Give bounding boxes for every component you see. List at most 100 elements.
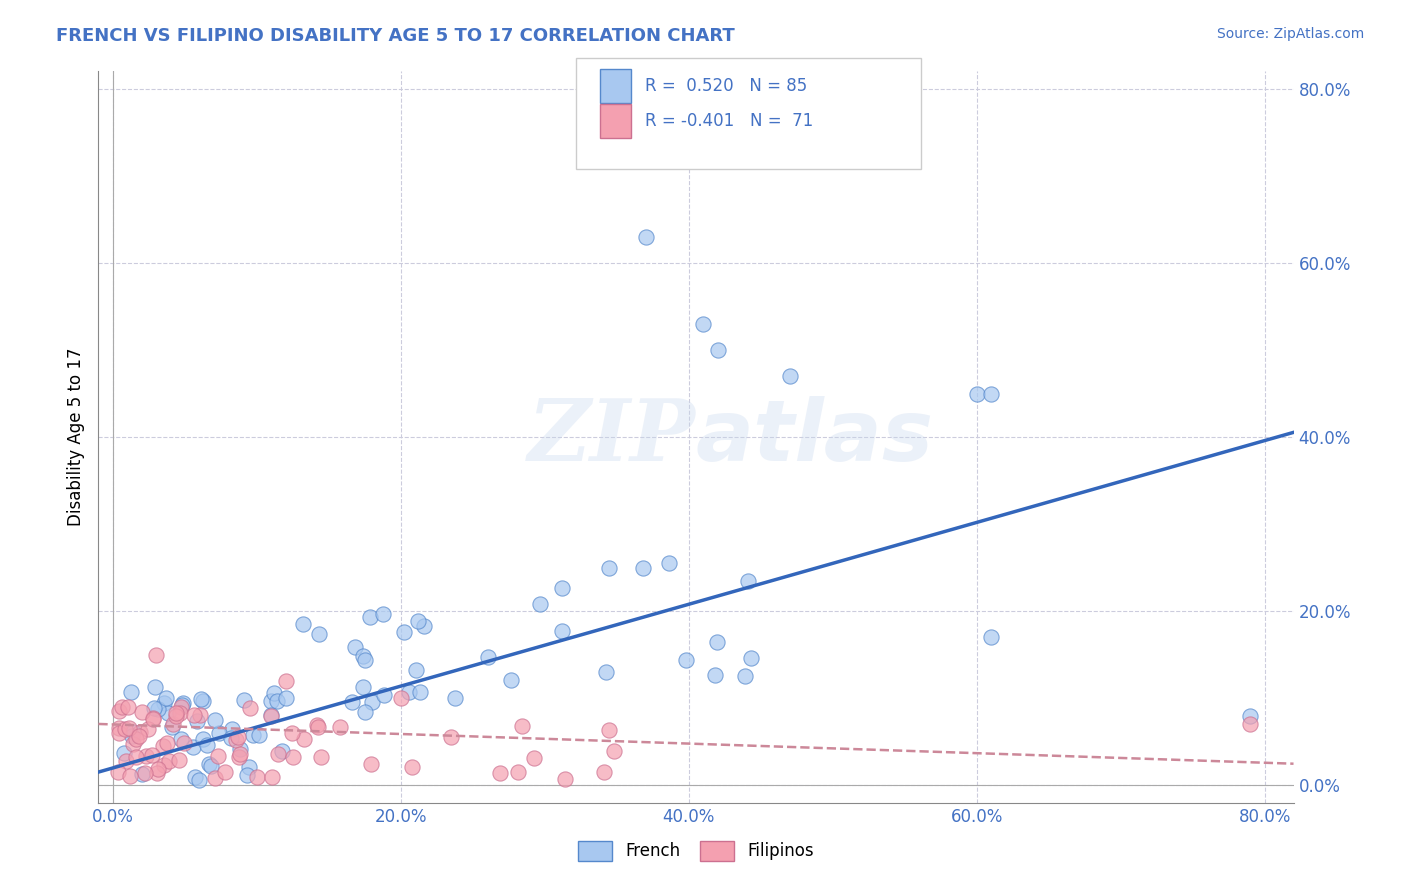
- Point: [675, 653, 697, 667]
- Point: [107, 726, 129, 740]
- Point: [195, 739, 218, 753]
- Point: [308, 627, 330, 641]
- Point: [156, 736, 179, 750]
- Point: [523, 751, 546, 765]
- Point: [267, 747, 290, 762]
- Point: [142, 712, 165, 726]
- Point: [115, 754, 138, 768]
- Point: [200, 759, 222, 773]
- Point: [146, 766, 169, 780]
- Point: [477, 650, 499, 665]
- Point: [259, 708, 281, 723]
- Point: [160, 720, 183, 734]
- Point: [165, 709, 187, 723]
- Point: [198, 757, 221, 772]
- Point: [229, 741, 252, 756]
- Point: [204, 772, 226, 786]
- Point: [136, 722, 159, 736]
- Point: [226, 730, 249, 744]
- Point: [309, 749, 332, 764]
- Point: [389, 691, 412, 706]
- Point: [122, 737, 145, 751]
- Point: [118, 721, 141, 735]
- Point: [108, 704, 131, 718]
- Point: [238, 760, 260, 774]
- Point: [634, 229, 657, 244]
- Point: [779, 369, 801, 384]
- Point: [359, 610, 381, 624]
- Point: [281, 749, 304, 764]
- Point: [125, 731, 148, 746]
- Point: [239, 701, 262, 715]
- Point: [307, 718, 329, 732]
- Text: Source: ZipAtlas.com: Source: ZipAtlas.com: [1216, 27, 1364, 41]
- Point: [292, 732, 315, 747]
- Point: [551, 581, 574, 595]
- Point: [307, 720, 329, 734]
- Point: [373, 688, 395, 702]
- Point: [229, 747, 252, 761]
- Point: [550, 624, 572, 638]
- Point: [353, 705, 375, 719]
- Point: [259, 694, 281, 708]
- Text: atlas: atlas: [696, 395, 934, 479]
- Point: [706, 343, 728, 357]
- Point: [155, 691, 177, 706]
- Point: [593, 764, 616, 779]
- Point: [207, 749, 229, 764]
- Point: [191, 694, 214, 708]
- Point: [221, 722, 243, 736]
- Point: [274, 673, 297, 688]
- Point: [173, 736, 195, 750]
- Point: [440, 730, 463, 744]
- Point: [131, 705, 153, 719]
- Point: [360, 695, 382, 709]
- Point: [152, 739, 174, 754]
- Point: [156, 706, 179, 721]
- Point: [1239, 708, 1261, 723]
- Point: [169, 706, 191, 721]
- Point: [360, 757, 382, 772]
- Point: [499, 673, 522, 687]
- Point: [242, 728, 264, 742]
- Point: [595, 665, 617, 679]
- Point: [246, 770, 269, 784]
- Point: [488, 766, 510, 780]
- Point: [260, 770, 283, 784]
- Point: [394, 625, 416, 640]
- Point: [124, 750, 146, 764]
- Point: [120, 685, 142, 699]
- Point: [169, 731, 191, 746]
- Point: [167, 753, 190, 767]
- Point: [352, 648, 374, 663]
- Point: [214, 765, 236, 780]
- Point: [225, 732, 247, 747]
- Point: [153, 697, 176, 711]
- Point: [162, 717, 184, 731]
- Point: [529, 597, 551, 611]
- Point: [219, 731, 242, 746]
- Point: [183, 708, 205, 723]
- Point: [980, 631, 1002, 645]
- Point: [142, 701, 165, 715]
- Point: [704, 667, 727, 681]
- Point: [131, 767, 153, 781]
- Point: [188, 773, 211, 788]
- Point: [184, 770, 207, 784]
- Point: [266, 694, 288, 708]
- Point: [186, 714, 208, 728]
- Point: [135, 748, 157, 763]
- Point: [208, 726, 231, 740]
- Point: [554, 772, 576, 786]
- Point: [107, 722, 129, 736]
- Point: [190, 691, 212, 706]
- Point: [413, 619, 436, 633]
- Point: [128, 729, 150, 743]
- Point: [405, 663, 427, 677]
- Point: [259, 709, 281, 723]
- Point: [506, 764, 529, 779]
- Point: [329, 720, 352, 734]
- Point: [128, 724, 150, 739]
- Point: [145, 648, 167, 662]
- Point: [233, 692, 256, 706]
